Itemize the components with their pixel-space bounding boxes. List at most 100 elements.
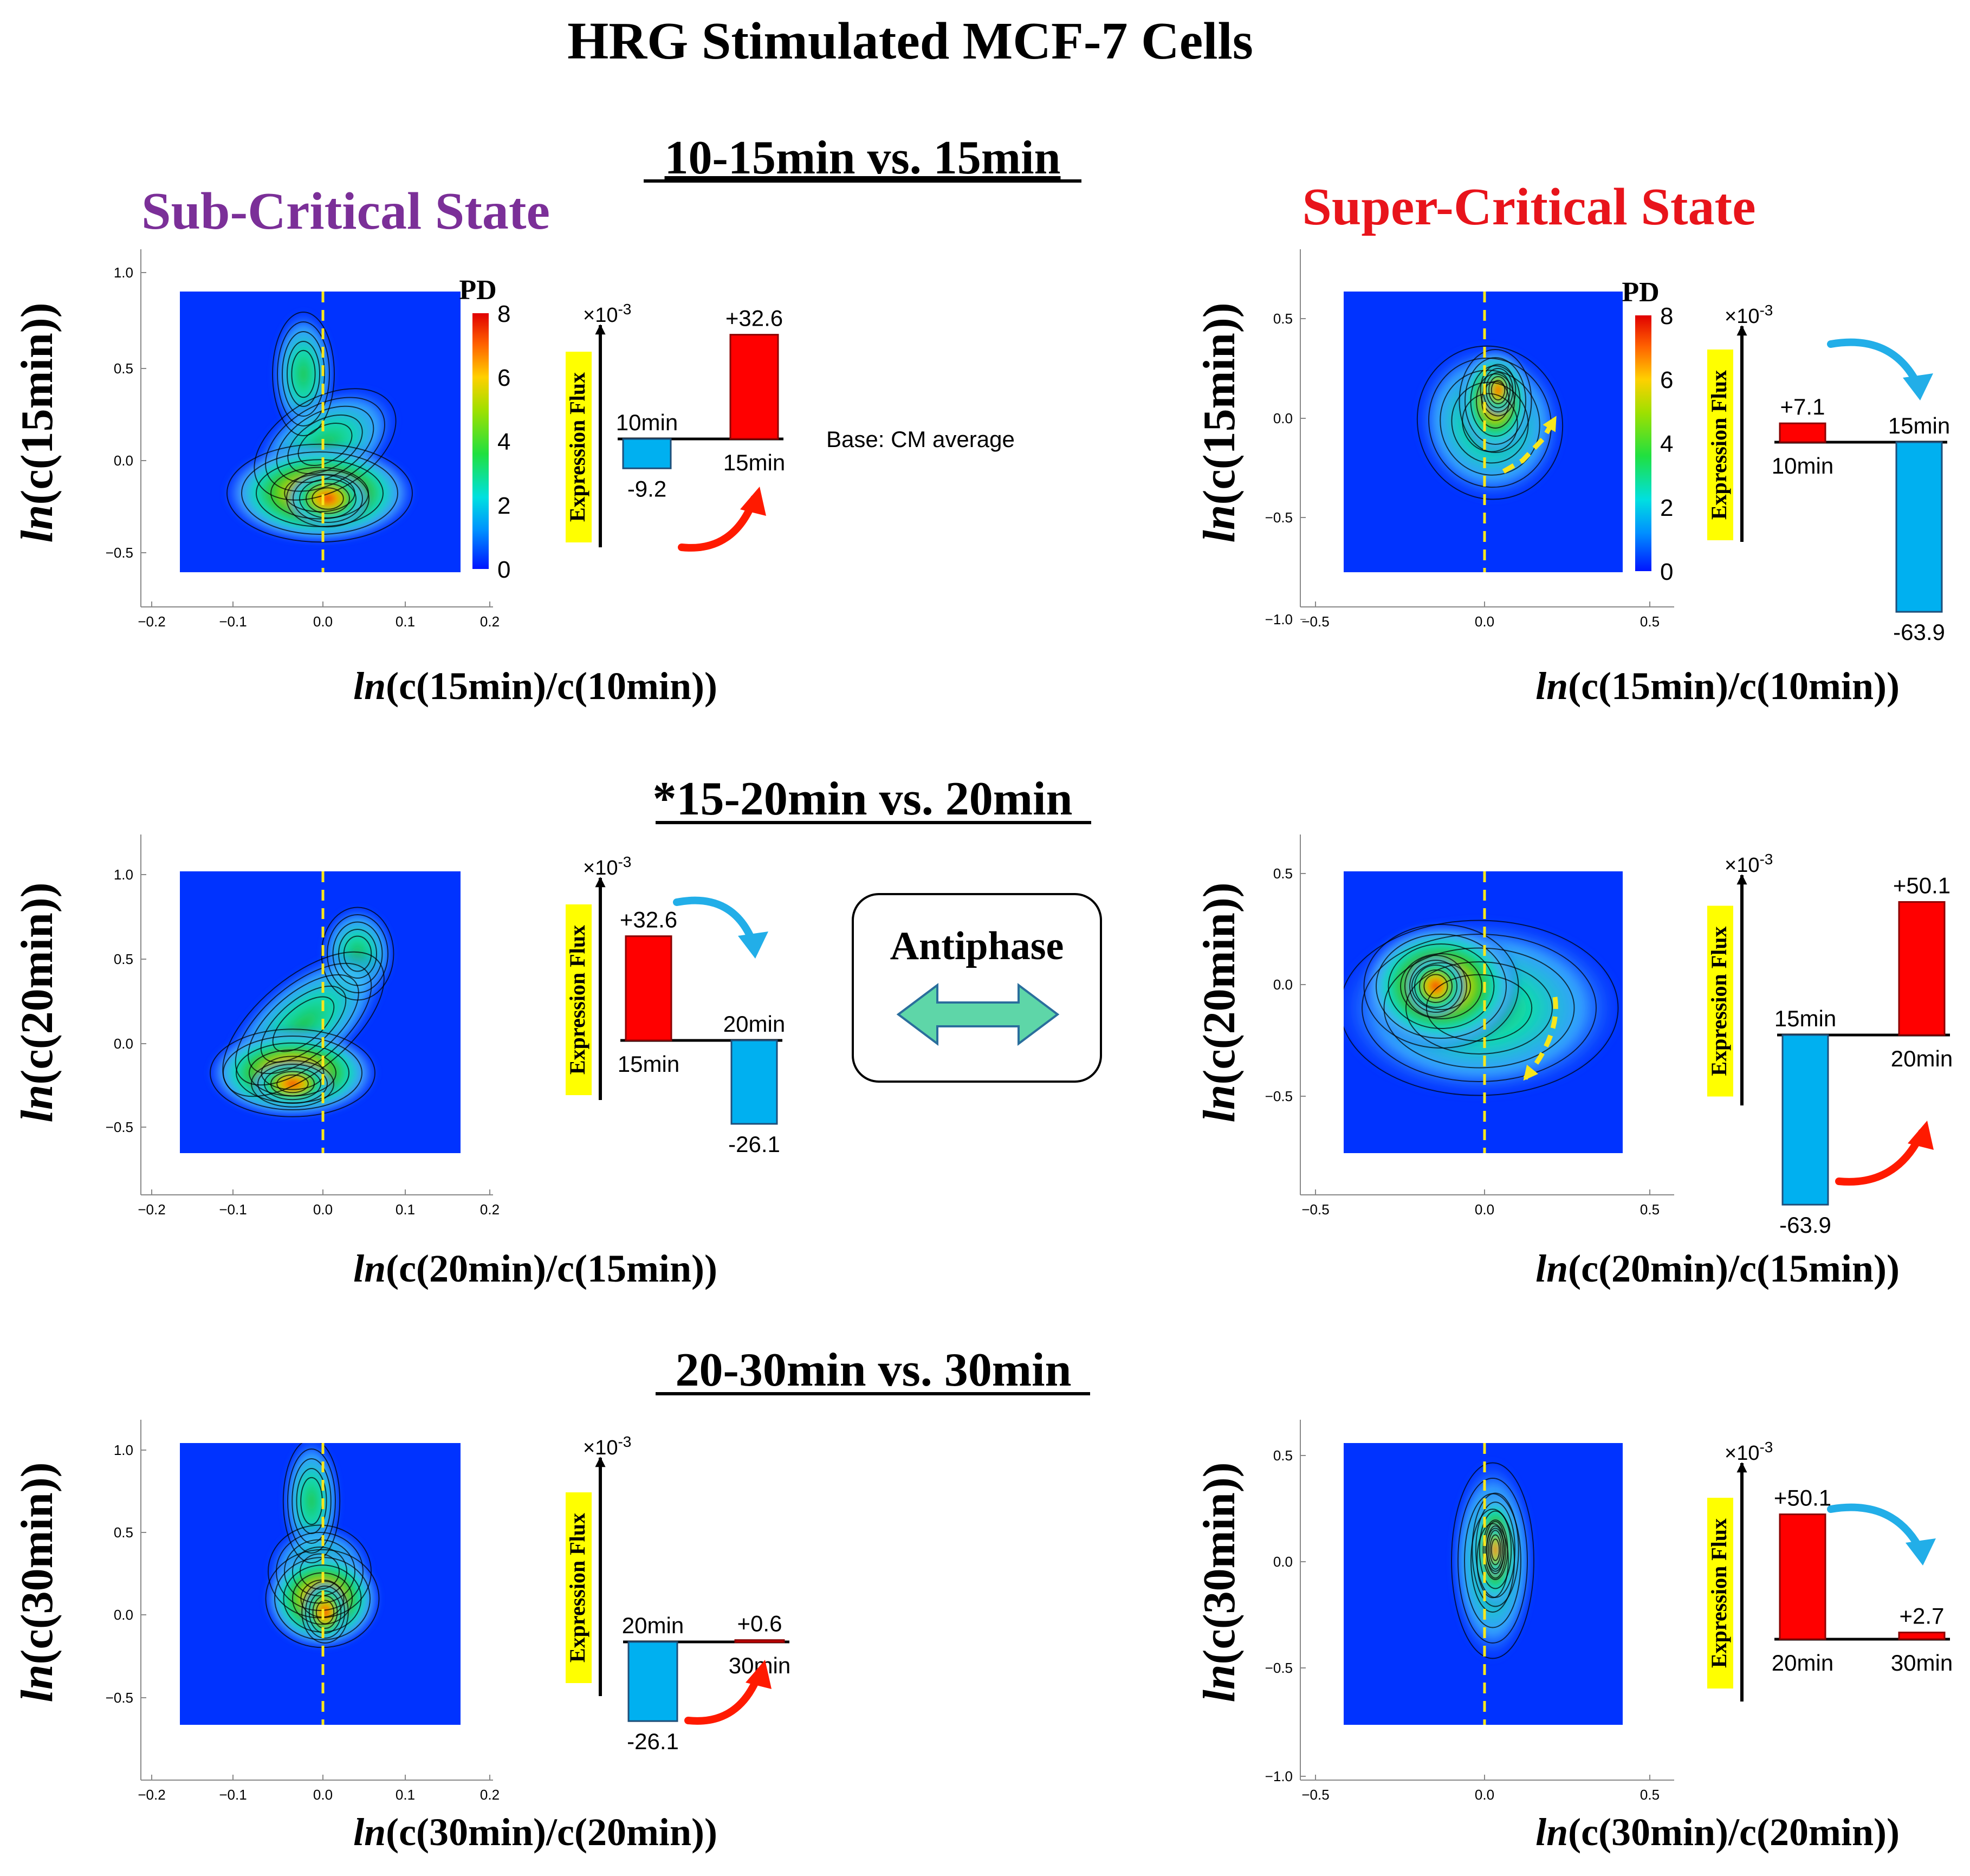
row1-sub-contour-line [254, 388, 397, 501]
row2-super-y-axis-label: ln(c(20min)) [1194, 882, 1245, 1122]
sub-colorbar-tick: 4 [497, 429, 510, 455]
row1-sub-contour-line [291, 350, 316, 398]
row1-super-flux-time-before: 10min [1772, 453, 1833, 478]
row3-super-contour-line [1489, 1534, 1501, 1566]
row3-super-flux-scale-label: ×10-3 [1725, 1439, 1773, 1465]
row3-super-y-tick-label: −1.0 [1265, 1768, 1293, 1784]
row3-sub-contour-line [282, 1443, 341, 1563]
row3-sub-contour-line [276, 1532, 364, 1611]
row2-sub-contour-line [251, 1060, 334, 1108]
row2-super-x-tick-label: −0.5 [1301, 1201, 1329, 1218]
row3-super-contour-line [1451, 1462, 1534, 1659]
row2-sub-flux-time-after: 20min [723, 1011, 785, 1037]
row2-super-contour-line [1405, 961, 1553, 1055]
row1-sub-x-tick-label: −0.1 [219, 613, 247, 630]
row3-super-y-tick-label: −0.5 [1265, 1660, 1293, 1676]
row1-super-flux-value-before: +7.1 [1780, 394, 1825, 419]
antiphase-double-arrow [896, 983, 1060, 1046]
row2-sub-density-field [206, 905, 396, 1119]
row2-sub-flux-axis-label: Expression Flux [565, 925, 589, 1075]
row3-super-flux-bar-after [1898, 1632, 1946, 1640]
row2-sub-x-axis-label: ln(c(20min)/c(15min)) [353, 1247, 717, 1290]
row-3-header: 20-30min vs. 30min [676, 1344, 1072, 1396]
row1-sub-contour-line [312, 487, 344, 510]
row2-super-flux-axis-label: Expression Flux [1707, 927, 1731, 1076]
row2-super-x-axis-label: ln(c(20min)/c(15min)) [1535, 1247, 1900, 1290]
row1-sub-x-tick-label: 0.0 [313, 613, 333, 630]
row1-sub-contour-line [287, 341, 320, 407]
row1-sub-flux-scale-label: ×10-3 [583, 301, 631, 327]
row3-sub-flux-axis-label: Expression Flux [565, 1513, 589, 1662]
row3-sub-y-tick-label: −0.5 [106, 1690, 133, 1706]
row3-sub-flux-time-before: 20min [622, 1613, 684, 1638]
row2-super-y-tick-label: −0.5 [1265, 1088, 1293, 1104]
row1-sub-y-tick-label: −0.5 [106, 545, 133, 561]
sub-colorbar-title: PD [459, 275, 496, 306]
row2-sub-flux-bar-before [625, 935, 672, 1041]
row1-super-flux-time-after: 15min [1888, 413, 1950, 438]
row3-super-flux-label-highlight [1707, 1498, 1733, 1689]
row2-sub-contour-line [276, 1074, 309, 1094]
row2-sub-contour-line [223, 1036, 362, 1110]
row2-sub-flux-time-before: 15min [618, 1051, 679, 1077]
row2-sub-y-tick-label: 1.0 [114, 866, 133, 883]
row2-super-contour-line [1362, 934, 1597, 1082]
row1-super-y-tick-label: 0.5 [1273, 310, 1293, 327]
row1-sub-x-tick-label: 0.2 [480, 613, 500, 630]
row2-super-flux-chart: ×10-3 Expression Flux -63.9 15min +50.1 20min [1707, 851, 1953, 1238]
row1-super-x-tick-label: −0.5 [1301, 613, 1329, 630]
row1-sub-contour-line [272, 312, 335, 436]
row3-super-flux-value-before: +50.1 [1774, 1485, 1831, 1511]
row1-sub-contour-line [282, 331, 325, 417]
row3-sub-y-tick-label: 1.0 [114, 1442, 133, 1458]
row3-super-flux-axis-label: Expression Flux [1707, 1518, 1731, 1668]
row3-super-contour-line [1488, 1530, 1503, 1570]
row1-sub-flux-value-after: +32.6 [725, 306, 783, 331]
row1-super-contour-line [1459, 349, 1532, 453]
row2-sub-y-axis-label: ln(c(20min)) [12, 882, 62, 1122]
sub-colorbar-tick: 8 [497, 301, 510, 327]
row3-sub-x-tick-label: −0.1 [219, 1787, 247, 1803]
row1-super-contour-line [1462, 393, 1518, 452]
row2-super-contour-line [1414, 965, 1457, 1008]
row2-super-contour-line [1388, 943, 1495, 1029]
row1-sub-contour-line [299, 478, 357, 519]
row3-sub-flux-bar-before [627, 1641, 678, 1722]
row2-sub-contour-line [261, 1056, 325, 1090]
row2-super-x-tick-label: 0.0 [1475, 1201, 1494, 1218]
row1-sub-contour-line [226, 443, 413, 543]
row2-super-flux-value-before: -63.9 [1779, 1212, 1831, 1238]
row1-super-contour-line [1480, 364, 1517, 417]
row2-sub-x-tick-label: −0.1 [219, 1201, 247, 1218]
row2-super-flux-label-highlight [1707, 905, 1733, 1097]
row1-super-contour-line [1464, 357, 1526, 445]
row3-sub-contour-line [268, 1524, 372, 1619]
row1-super-y-tick-label: −1.0 [1265, 611, 1293, 628]
row2-sub-flux-bar-after [730, 1039, 778, 1125]
row2-sub-contour-line [327, 914, 388, 993]
row1-super-contour-line [1428, 357, 1552, 488]
row3-super-flux-arrow-head [1906, 1538, 1936, 1566]
antiphase-label: Antiphase [890, 924, 1064, 968]
row1-super-contour-line [1488, 376, 1508, 404]
row3-sub-x-tick-label: 0.0 [313, 1787, 333, 1803]
row-1-header: 10-15min vs. 15min [665, 132, 1061, 184]
row3-sub-contour-line [291, 1458, 332, 1544]
row2-sub-y-tick-label: 0.0 [114, 1036, 133, 1052]
row3-sub-contour-line [315, 1600, 335, 1625]
row3-super-x-tick-label: −0.5 [1301, 1787, 1329, 1803]
row3-sub-flux-bar-after [734, 1639, 785, 1644]
row1-sub-y-axis-label: ln(c(15min)) [12, 302, 62, 542]
row3-sub-density-plot: 1.0 0.5 0.0 −0.5 −0.2 −0.1 0.0 0.1 0.2 ln(c(30min… [12, 1420, 717, 1854]
row3-sub-x-axis-label: ln(c(30min)/c(20min)) [353, 1810, 717, 1854]
row3-super-flux-bar-before [1779, 1513, 1826, 1640]
row1-super-flux-bar-after [1895, 441, 1943, 613]
row1-sub-flux-label-highlight [566, 352, 592, 542]
row2-super-y-tick-label: 0.0 [1273, 976, 1293, 993]
row3-super-flux-value-after: +2.7 [1900, 1603, 1945, 1629]
row2-super-contour-line [1383, 947, 1575, 1069]
row1-super-flux-arrow-head [1903, 373, 1933, 400]
row3-super-contour-line [1482, 1519, 1508, 1580]
